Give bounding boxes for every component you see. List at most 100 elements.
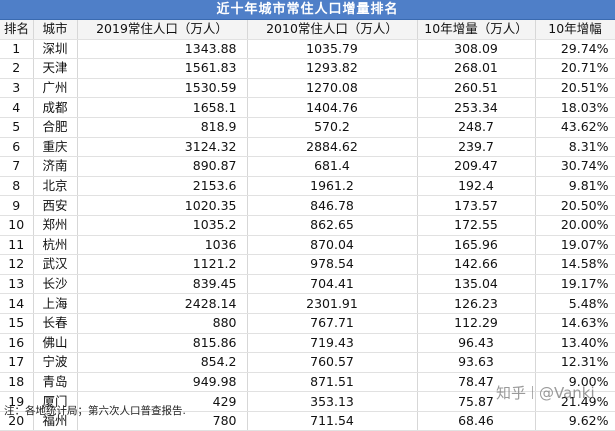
cell-pop-2010: 871.51: [247, 372, 418, 393]
table-row: 16 佛山 815.86 719.43 96.43 13.40%: [0, 333, 615, 354]
cell-growth-rate: 12.31%: [535, 352, 615, 373]
table-row: 9 西安 1020.35 846.78 173.57 20.50%: [0, 195, 615, 216]
cell-growth-rate: 9.62%: [535, 411, 615, 431]
cell-rank: 14: [0, 293, 34, 314]
cell-pop-2019: 1658.1: [77, 97, 248, 118]
cell-pop-2010: 1293.82: [247, 58, 418, 79]
cell-rank: 6: [0, 137, 34, 158]
table-row: 1 深圳 1343.88 1035.79 308.09 29.74%: [0, 39, 615, 60]
cell-rank: 19: [0, 391, 34, 412]
table-row: 4 成都 1658.1 1404.76 253.34 18.03%: [0, 97, 615, 118]
cell-city: 上海: [33, 293, 78, 314]
cell-increase: 209.47: [417, 156, 536, 177]
cell-pop-2019: 815.86: [77, 333, 248, 354]
cell-increase: 192.4: [417, 176, 536, 197]
cell-pop-2010: 2301.91: [247, 293, 418, 314]
table-row: 15 长春 880 767.71 112.29 14.63%: [0, 313, 615, 334]
table-row: 12 武汉 1121.2 978.54 142.66 14.58%: [0, 254, 615, 275]
cell-rank: 3: [0, 78, 34, 99]
cell-rank: 13: [0, 274, 34, 295]
watermark-user: @Vanki: [539, 383, 595, 402]
cell-growth-rate: 9.81%: [535, 176, 615, 197]
cell-pop-2019: 1561.83: [77, 58, 248, 79]
cell-growth-rate: 21.49%: [535, 391, 615, 412]
header-increase: 10年增量（万人）: [417, 20, 536, 40]
cell-pop-2019: 890.87: [77, 156, 248, 177]
table-row: 17 宁波 854.2 760.57 93.63 12.31%: [0, 352, 615, 373]
cell-rank: 11: [0, 235, 34, 256]
cell-pop-2010: 570.2: [247, 117, 418, 138]
population-table: 排名 城市 2019常住人口（万人） 2010常住人口（万人） 10年增量（万人…: [0, 20, 615, 431]
cell-increase: 93.63: [417, 352, 536, 373]
header-pop-2019: 2019常住人口（万人）: [77, 20, 248, 40]
cell-pop-2010: 846.78: [247, 195, 418, 216]
cell-rank: 18: [0, 372, 34, 393]
cell-increase: 268.01: [417, 58, 536, 79]
header-growth-rate: 10年增幅: [535, 20, 615, 40]
watermark-brand: 知乎: [496, 384, 527, 402]
cell-pop-2019: 880: [77, 313, 248, 334]
cell-growth-rate: 20.00%: [535, 215, 615, 236]
cell-city: 成都: [33, 97, 78, 118]
cell-increase: 96.43: [417, 333, 536, 354]
cell-increase: 172.55: [417, 215, 536, 236]
table-row: 11 杭州 1036 870.04 165.96 19.07%: [0, 235, 615, 256]
cell-growth-rate: 13.40%: [535, 333, 615, 354]
cell-growth-rate: 19.07%: [535, 235, 615, 256]
cell-increase: 78.47: [417, 372, 536, 393]
cell-pop-2019: 1343.88: [77, 39, 248, 60]
cell-growth-rate: 29.74%: [535, 39, 615, 60]
cell-city: 济南: [33, 156, 78, 177]
cell-increase: 173.57: [417, 195, 536, 216]
table-row: 18 青岛 949.98 871.51 78.47 9.00%: [0, 372, 615, 393]
table-row: 13 长沙 839.45 704.41 135.04 19.17%: [0, 274, 615, 295]
cell-pop-2019: 2153.6: [77, 176, 248, 197]
cell-pop-2019: 3124.32: [77, 137, 248, 158]
table-title: 近十年城市常住人口增量排名: [0, 0, 615, 20]
cell-pop-2010: 719.43: [247, 333, 418, 354]
cell-pop-2010: 1961.2: [247, 176, 418, 197]
cell-increase: 135.04: [417, 274, 536, 295]
cell-pop-2010: 760.57: [247, 352, 418, 373]
cell-rank: 8: [0, 176, 34, 197]
cell-rank: 7: [0, 156, 34, 177]
cell-pop-2010: 1035.79: [247, 39, 418, 60]
cell-rank: 17: [0, 352, 34, 373]
cell-pop-2010: 704.41: [247, 274, 418, 295]
cell-rank: 1: [0, 39, 34, 60]
cell-rank: 4: [0, 97, 34, 118]
cell-city: 宁波: [33, 352, 78, 373]
cell-growth-rate: 14.63%: [535, 313, 615, 334]
cell-pop-2019: 2428.14: [77, 293, 248, 314]
table-row: 3 广州 1530.59 1270.08 260.51 20.51%: [0, 78, 615, 99]
cell-increase: 68.46: [417, 411, 536, 431]
cell-increase: 142.66: [417, 254, 536, 275]
cell-city: 佛山: [33, 333, 78, 354]
cell-pop-2019: 429: [77, 391, 248, 412]
cell-pop-2019: 1530.59: [77, 78, 248, 99]
cell-rank: 16: [0, 333, 34, 354]
cell-growth-rate: 20.51%: [535, 78, 615, 99]
cell-increase: 248.7: [417, 117, 536, 138]
cell-rank: 5: [0, 117, 34, 138]
header-rank: 排名: [0, 20, 34, 40]
cell-increase: 165.96: [417, 235, 536, 256]
cell-pop-2019: 818.9: [77, 117, 248, 138]
cell-pop-2010: 1404.76: [247, 97, 418, 118]
cell-pop-2010: 711.54: [247, 411, 418, 431]
cell-growth-rate: 14.58%: [535, 254, 615, 275]
table-row: 19 厦门 429 353.13 75.87 21.49%: [0, 391, 615, 412]
cell-increase: 112.29: [417, 313, 536, 334]
cell-growth-rate: 30.74%: [535, 156, 615, 177]
header-row: 排名 城市 2019常住人口（万人） 2010常住人口（万人） 10年增量（万人…: [0, 20, 615, 40]
header-pop-2010: 2010常住人口（万人）: [247, 20, 418, 40]
cell-increase: 308.09: [417, 39, 536, 60]
watermark-divider: [532, 386, 534, 399]
cell-pop-2010: 767.71: [247, 313, 418, 334]
cell-pop-2019: 1020.35: [77, 195, 248, 216]
cell-pop-2019: 1035.2: [77, 215, 248, 236]
table-body: 1 深圳 1343.88 1035.79 308.09 29.74% 2 天津 1561.83 1…: [0, 39, 615, 431]
cell-city: 厦门: [33, 391, 78, 412]
cell-city: 天津: [33, 58, 78, 79]
